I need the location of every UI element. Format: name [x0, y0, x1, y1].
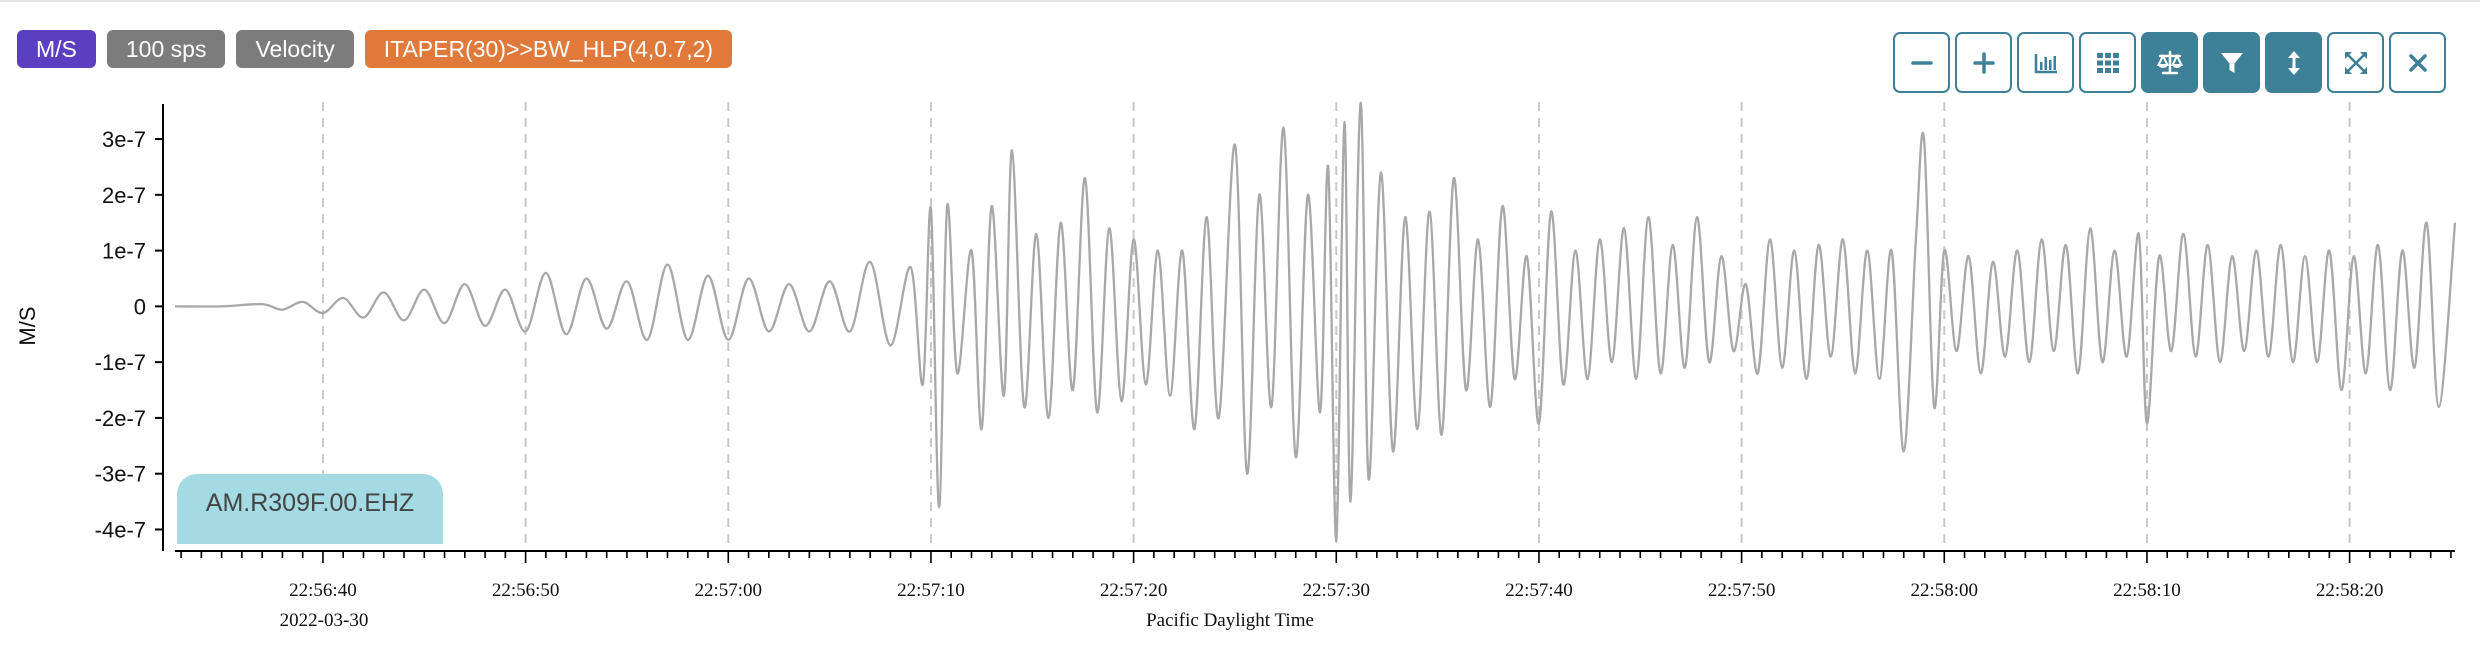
close-button[interactable]: [2389, 32, 2446, 93]
filter-badge: ITAPER(30)>>BW_HLP(4,0.7,2): [364, 30, 733, 68]
x-tick-label: 22:58:20: [2316, 580, 2384, 601]
y-axis-label: M/S: [15, 306, 40, 345]
top-border: [0, 0, 2480, 2]
y-tick-label: 2e-7: [102, 183, 146, 208]
y-tick-label: 1e-7: [102, 239, 146, 264]
zoom-out-button[interactable]: [1893, 32, 1950, 93]
waveform-trace: [174, 101, 2457, 542]
x-tick-label: 22:56:40: [289, 580, 357, 601]
vertical-grid: [321, 102, 2351, 549]
zoom-in-button[interactable]: [1955, 32, 2012, 93]
balance-button[interactable]: [2141, 32, 2198, 93]
x-tick-label: 22:56:50: [492, 580, 560, 601]
scale-icon: [2156, 50, 2183, 74]
funnel-icon: [2220, 52, 2243, 73]
filter-button[interactable]: [2203, 32, 2260, 93]
x-tick-label: 22:58:00: [1910, 580, 1978, 601]
y-axis: 3e-7 2e-7 1e-7 0 -1e-7 -2e-7 -3e-7 -4e-7: [95, 104, 164, 551]
bar-chart-icon: [2034, 53, 2057, 73]
y-tick-label: -2e-7: [95, 406, 146, 431]
units-badge: M/S: [17, 30, 96, 68]
amplitude-button[interactable]: [2017, 32, 2074, 93]
x-tick-label: 22:57:30: [1302, 580, 1370, 601]
trace-badges: M/S 100 sps Velocity ITAPER(30)>>BW_HLP(…: [17, 30, 733, 68]
x-tick-label: 22:58:10: [2113, 580, 2181, 601]
station-label: AM.R309F.00.EHZ: [177, 474, 443, 544]
y-tick-label: -1e-7: [95, 350, 146, 375]
data-type-badge: Velocity: [236, 30, 354, 68]
expand-icon: [2344, 51, 2367, 74]
plus-icon: [1972, 51, 1995, 74]
y-tick-label: -4e-7: [95, 517, 146, 542]
vertical-scale-button[interactable]: [2265, 32, 2322, 93]
y-tick-label: 0: [134, 294, 146, 319]
date-label: 2022-03-30: [280, 610, 369, 631]
x-tick-label: 22:57:40: [1505, 580, 1573, 601]
minus-icon: [1910, 60, 1933, 65]
y-tick-label: 3e-7: [102, 127, 146, 152]
expand-button[interactable]: [2327, 32, 2384, 93]
x-axis-label: Pacific Daylight Time: [1146, 610, 1314, 631]
sample-rate-badge: 100 sps: [106, 30, 226, 68]
y-tick-label: -3e-7: [95, 462, 146, 487]
x-tick-label: 22:57:00: [694, 580, 762, 601]
grid-icon: [2096, 52, 2119, 73]
x-tick-label: 22:57:10: [897, 580, 965, 601]
toolbar: [1893, 32, 2446, 93]
grid-button[interactable]: [2079, 32, 2136, 93]
x-tick-label: 22:57:20: [1100, 580, 1168, 601]
vertical-arrows-icon: [2287, 50, 2300, 75]
x-axis: 22:56:40 22:56:50 22:57:00 22:57:10 22:57:20…: [175, 550, 2455, 601]
x-tick-label: 22:57:50: [1708, 580, 1776, 601]
close-icon: [2408, 53, 2427, 72]
